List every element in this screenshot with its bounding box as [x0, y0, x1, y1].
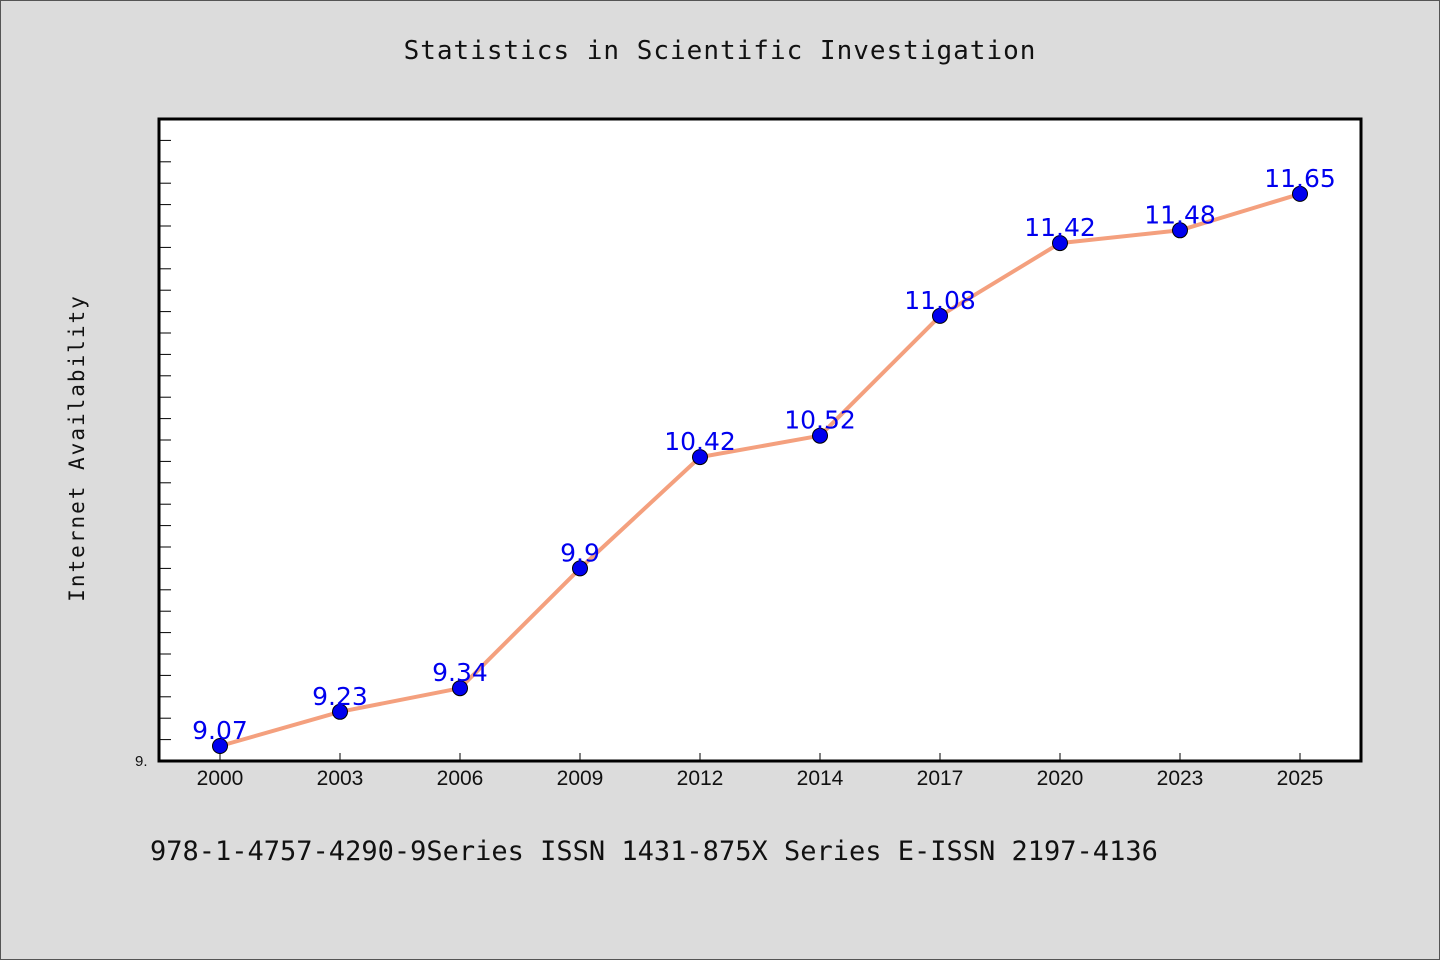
data-point: [812, 427, 828, 444]
data-labels: 9.07 9.23 9.34 9.9 10.42 10.52 11.08 11.42 11.48…: [192, 164, 1336, 745]
x-tick-label: 2003: [317, 767, 364, 790]
plot-area: [157, 117, 1363, 763]
data-point: [1292, 185, 1308, 202]
x-tick-label: 2000: [197, 767, 244, 790]
x-tick-label: 2017: [917, 767, 964, 790]
x-tick-label: 2020: [1037, 767, 1084, 790]
data-point: [212, 738, 228, 754]
data-label: 9.34: [432, 658, 488, 687]
data-label: 9.9: [560, 538, 600, 567]
data-label: 9.07: [192, 716, 248, 745]
data-point: [572, 560, 588, 577]
data-point: [452, 680, 468, 697]
x-tick-label: 2025: [1277, 767, 1324, 790]
y-axis-label: Internet Availability: [65, 294, 89, 602]
data-label: 11.48: [1144, 200, 1216, 229]
y-axis-ticks: [159, 139, 171, 741]
x-tick-label: 2023: [1157, 767, 1204, 790]
x-tick-label: 2006: [437, 767, 484, 790]
data-label: 9.23: [312, 682, 368, 711]
data-point: [1052, 235, 1068, 252]
x-axis-tick-labels: 2000 2003 2006 2009 2012 2014 2017 2020 2023 2025: [197, 767, 1324, 790]
data-point: [332, 703, 348, 720]
x-tick-label: 2012: [677, 767, 724, 790]
footer-note: 978-1-4757-4290-9Series ISSN 1431-875X S…: [150, 836, 1158, 867]
data-label: 11.08: [904, 286, 976, 315]
y-tick-label: 9.: [135, 753, 148, 770]
data-point: [932, 307, 948, 324]
data-points: [212, 185, 1308, 754]
data-label: 10.52: [784, 406, 856, 435]
x-tick-label: 2014: [797, 767, 844, 790]
data-label: 11.65: [1264, 164, 1336, 193]
data-point: [1172, 222, 1188, 239]
data-label: 10.42: [664, 427, 736, 456]
chart-title: Statistics in Scientific Investigation: [403, 36, 1037, 66]
x-axis-ticks: [219, 753, 1301, 761]
data-label: 11.42: [1024, 213, 1096, 242]
x-tick-label: 2009: [557, 767, 604, 790]
series-line: [219, 191, 1301, 748]
data-point: [692, 449, 708, 466]
